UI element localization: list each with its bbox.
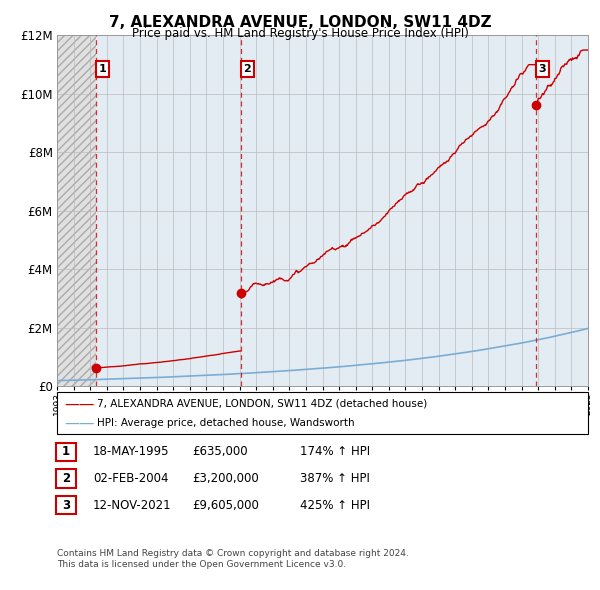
Text: 3: 3: [62, 499, 70, 512]
Text: Price paid vs. HM Land Registry's House Price Index (HPI): Price paid vs. HM Land Registry's House …: [131, 27, 469, 40]
Bar: [241, 35, 536, 386]
Bar: [97, 35, 241, 386]
Text: Contains HM Land Registry data © Crown copyright and database right 2024.: Contains HM Land Registry data © Crown c…: [57, 549, 409, 558]
Text: 7, ALEXANDRA AVENUE, LONDON, SW11 4DZ: 7, ALEXANDRA AVENUE, LONDON, SW11 4DZ: [109, 15, 491, 30]
Text: 1: 1: [99, 64, 107, 74]
Text: £3,200,000: £3,200,000: [192, 472, 259, 485]
Text: 02-FEB-2004: 02-FEB-2004: [93, 472, 169, 485]
Bar: [536, 35, 588, 386]
Text: 7, ALEXANDRA AVENUE, LONDON, SW11 4DZ (detached house): 7, ALEXANDRA AVENUE, LONDON, SW11 4DZ (d…: [97, 399, 427, 409]
Text: 2: 2: [62, 472, 70, 485]
Text: ——: ——: [64, 396, 95, 411]
Text: 387% ↑ HPI: 387% ↑ HPI: [300, 472, 370, 485]
Text: 174% ↑ HPI: 174% ↑ HPI: [300, 445, 370, 458]
Text: £635,000: £635,000: [192, 445, 248, 458]
Bar: [57, 35, 97, 386]
Text: 425% ↑ HPI: 425% ↑ HPI: [300, 499, 370, 512]
Text: 2: 2: [244, 64, 251, 74]
Text: HPI: Average price, detached house, Wandsworth: HPI: Average price, detached house, Wand…: [97, 418, 355, 428]
Text: 18-MAY-1995: 18-MAY-1995: [93, 445, 170, 458]
Text: 3: 3: [539, 64, 546, 74]
Text: This data is licensed under the Open Government Licence v3.0.: This data is licensed under the Open Gov…: [57, 560, 346, 569]
Text: 12-NOV-2021: 12-NOV-2021: [93, 499, 172, 512]
Text: 1: 1: [62, 445, 70, 458]
Text: £9,605,000: £9,605,000: [192, 499, 259, 512]
Text: ——: ——: [64, 416, 95, 431]
